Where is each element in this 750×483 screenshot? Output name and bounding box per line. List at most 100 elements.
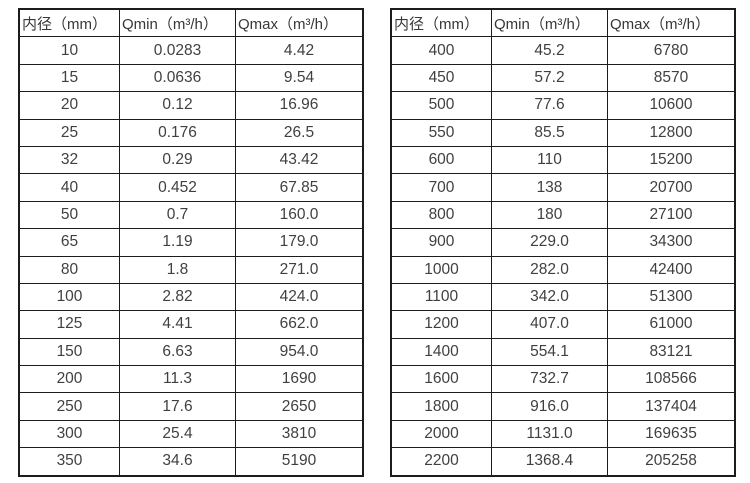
table-cell: 4.41: [119, 310, 236, 339]
table-body-left: 10 0.0283 4.42 15 0.0636 9.54 20 0.12 16.96 25 0.1…: [18, 36, 364, 477]
table-cell: 2200: [390, 447, 492, 477]
table-cell: 20700: [607, 173, 736, 202]
table-cell: 179.0: [235, 228, 364, 257]
table-row: 15 0.0636 9.54: [18, 63, 364, 93]
table-row: 350 34.6 5190: [18, 447, 364, 477]
table-cell: 350: [18, 447, 120, 477]
table-cell: 67.85: [235, 173, 364, 202]
table-cell: 25: [18, 118, 120, 147]
table-row: 32 0.29 43.42: [18, 145, 364, 175]
table-cell: 0.7: [119, 200, 236, 230]
flow-spec-table-left: 内径（mm） Qmin（m³/h） Qmax（m³/h） 10 0.0283 4.4…: [18, 8, 364, 477]
table-cell: 250: [18, 392, 120, 421]
flow-spec-table-right: 内径（mm） Qmin（m³/h） Qmax（m³/h） 400 45.2 6780…: [390, 8, 736, 477]
table-cell: 0.12: [119, 91, 236, 120]
table-cell: 3810: [235, 419, 364, 449]
table-cell: 45.2: [491, 36, 608, 65]
table-cell: 25.4: [119, 419, 236, 449]
table-row: 400 45.2 6780: [390, 36, 736, 65]
table-row: 20 0.12 16.96: [18, 91, 364, 120]
table-cell: 1200: [390, 310, 492, 339]
table-cell: 0.29: [119, 145, 236, 175]
table-row: 10 0.0283 4.42: [18, 36, 364, 65]
table-cell: 42400: [607, 255, 736, 284]
table-cell: 32: [18, 145, 120, 175]
table-cell: 662.0: [235, 310, 364, 339]
table-cell: 1368.4: [491, 447, 608, 477]
table-cell: 20: [18, 91, 120, 120]
table-row: 125 4.41 662.0: [18, 310, 364, 339]
header-row: 内径（mm） Qmin（m³/h） Qmax（m³/h）: [390, 8, 736, 38]
table-cell: 282.0: [491, 255, 608, 284]
table-row: 40 0.452 67.85: [18, 173, 364, 202]
table-cell: 954.0: [235, 337, 364, 367]
col-header-diameter: 内径（mm）: [18, 8, 120, 38]
table-cell: 342.0: [491, 282, 608, 312]
table-cell: 732.7: [491, 365, 608, 394]
table-cell: 6.63: [119, 337, 236, 367]
table-cell: 10: [18, 36, 120, 65]
table-cell: 450: [390, 63, 492, 93]
table-cell: 17.6: [119, 392, 236, 421]
table-cell: 11.3: [119, 365, 236, 394]
table-cell: 800: [390, 200, 492, 230]
table-cell: 26.5: [235, 118, 364, 147]
table-cell: 43.42: [235, 145, 364, 175]
table-cell: 169635: [607, 419, 736, 449]
table-cell: 0.176: [119, 118, 236, 147]
table-cell: 400: [390, 36, 492, 65]
table-cell: 50: [18, 200, 120, 230]
table-cell: 150: [18, 337, 120, 367]
table-cell: 0.452: [119, 173, 236, 202]
table-cell: 554.1: [491, 337, 608, 367]
table-cell: 200: [18, 365, 120, 394]
table-cell: 300: [18, 419, 120, 449]
table-cell: 160.0: [235, 200, 364, 230]
table-row: 500 77.6 10600: [390, 91, 736, 120]
table-row: 25 0.176 26.5: [18, 118, 364, 147]
table-cell: 34300: [607, 228, 736, 257]
table-cell: 12800: [607, 118, 736, 147]
table-cell: 110: [491, 145, 608, 175]
table-cell: 85.5: [491, 118, 608, 147]
col-header-qmin: Qmin（m³/h）: [119, 8, 236, 38]
table-cell: 16.96: [235, 91, 364, 120]
table-cell: 5190: [235, 447, 364, 477]
table-cell: 1000: [390, 255, 492, 284]
table-cell: 0.0283: [119, 36, 236, 65]
table-cell: 700: [390, 173, 492, 202]
table-cell: 916.0: [491, 392, 608, 421]
table-cell: 600: [390, 145, 492, 175]
table-cell: 2650: [235, 392, 364, 421]
table-row: 80 1.8 271.0: [18, 255, 364, 284]
col-header-qmax: Qmax（m³/h）: [235, 8, 364, 38]
table-row: 65 1.19 179.0: [18, 228, 364, 257]
table-row: 2200 1368.4 205258: [390, 447, 736, 477]
table-cell: 138: [491, 173, 608, 202]
table-cell: 205258: [607, 447, 736, 477]
table-cell: 271.0: [235, 255, 364, 284]
table-cell: 1800: [390, 392, 492, 421]
table-cell: 229.0: [491, 228, 608, 257]
table-cell: 407.0: [491, 310, 608, 339]
table-row: 1000 282.0 42400: [390, 255, 736, 284]
table-cell: 40: [18, 173, 120, 202]
table-cell: 1100: [390, 282, 492, 312]
table-cell: 10600: [607, 91, 736, 120]
table-cell: 1.19: [119, 228, 236, 257]
table-cell: 61000: [607, 310, 736, 339]
table-row: 200 11.3 1690: [18, 365, 364, 394]
table-cell: 1400: [390, 337, 492, 367]
table-cell: 500: [390, 91, 492, 120]
table-cell: 80: [18, 255, 120, 284]
table-row: 600 110 15200: [390, 145, 736, 175]
table-cell: 550: [390, 118, 492, 147]
col-header-qmin: Qmin（m³/h）: [491, 8, 608, 38]
table-cell: 125: [18, 310, 120, 339]
table-cell: 65: [18, 228, 120, 257]
table-row: 300 25.4 3810: [18, 419, 364, 449]
table-row: 1800 916.0 137404: [390, 392, 736, 421]
table-row: 250 17.6 2650: [18, 392, 364, 421]
table-row: 1100 342.0 51300: [390, 282, 736, 312]
